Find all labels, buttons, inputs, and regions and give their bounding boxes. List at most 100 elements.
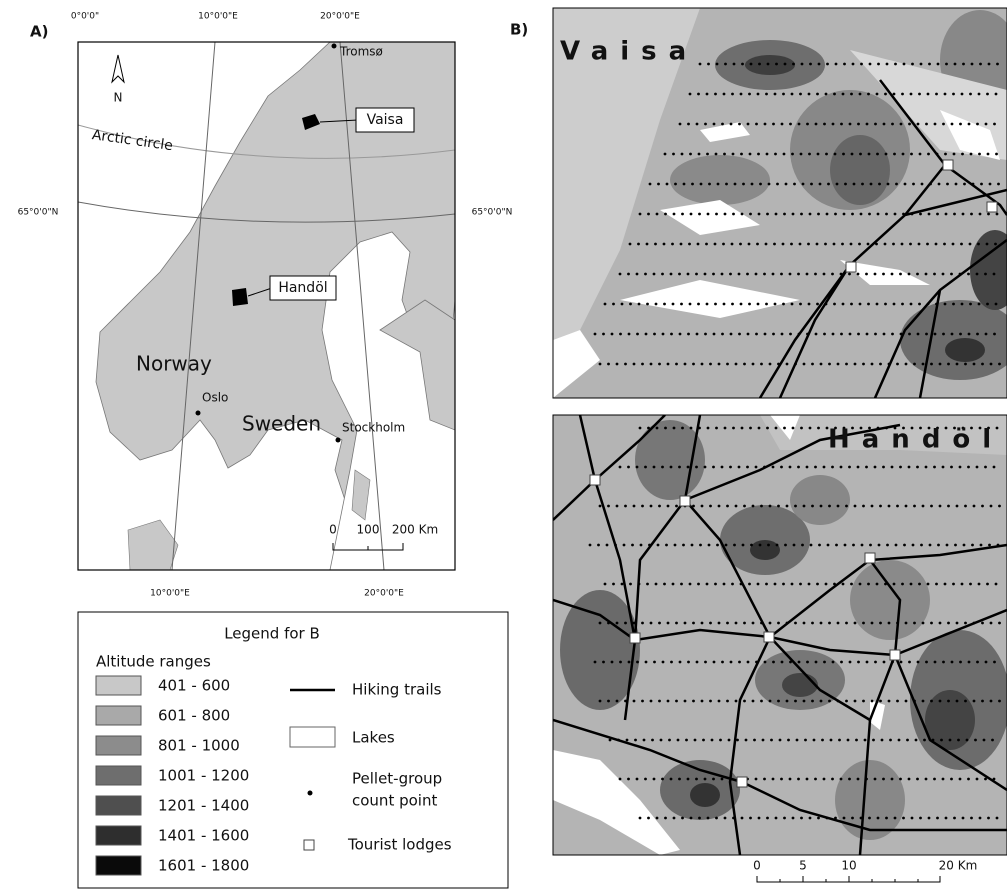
- count-point: [667, 622, 670, 625]
- count-point: [763, 273, 766, 276]
- count-point: [704, 466, 707, 469]
- handol-map: [553, 415, 1007, 855]
- count-point: [740, 303, 743, 306]
- count-point: [607, 700, 610, 703]
- count-point: [935, 93, 938, 96]
- count-point: [987, 153, 990, 156]
- count-point: [757, 153, 760, 156]
- count-point: [735, 363, 738, 366]
- count-point: [749, 213, 752, 216]
- count-point: [977, 243, 980, 246]
- count-point: [848, 273, 851, 276]
- count-point: [650, 622, 653, 625]
- count-point: [624, 505, 627, 508]
- count-point: [961, 583, 964, 586]
- count-point: [767, 63, 770, 66]
- count-point: [896, 505, 899, 508]
- relief: [790, 475, 850, 525]
- count-point: [865, 273, 868, 276]
- relief: [690, 783, 720, 807]
- count-point: [612, 583, 615, 586]
- count-point: [793, 183, 796, 186]
- count-point: [973, 622, 976, 625]
- count-point: [849, 661, 852, 664]
- count-point: [913, 363, 916, 366]
- count-point: [772, 123, 775, 126]
- count-point: [833, 303, 836, 306]
- count-point: [936, 817, 939, 820]
- count-point: [749, 153, 752, 156]
- scale-bar: [757, 876, 940, 882]
- count-point: [644, 273, 647, 276]
- count-point: [774, 583, 777, 586]
- count-point: [714, 303, 717, 306]
- count-point: [772, 333, 775, 336]
- count-point: [806, 273, 809, 276]
- count-point: [823, 123, 826, 126]
- count-point: [959, 661, 962, 664]
- count-point: [806, 466, 809, 469]
- count-point: [817, 213, 820, 216]
- count-point: [757, 583, 760, 586]
- count-point: [753, 739, 756, 742]
- count-point: [731, 243, 734, 246]
- count-point: [843, 817, 846, 820]
- count-point: [602, 333, 605, 336]
- count-point: [721, 661, 724, 664]
- count-point: [964, 505, 967, 508]
- count-point: [970, 817, 973, 820]
- count-point: [932, 739, 935, 742]
- panel-label: B): [510, 21, 528, 39]
- count-point: [698, 427, 701, 430]
- count-point: [986, 243, 989, 246]
- count-point: [785, 183, 788, 186]
- count-point: [774, 153, 777, 156]
- count-point: [740, 153, 743, 156]
- count-point: [959, 123, 962, 126]
- count-point: [670, 778, 673, 781]
- count-point: [843, 213, 846, 216]
- count-point: [760, 622, 763, 625]
- north-label: N: [114, 91, 123, 105]
- count-point: [942, 123, 945, 126]
- count-point: [769, 363, 772, 366]
- count-point: [869, 63, 872, 66]
- count-point: [980, 183, 983, 186]
- count-point: [912, 183, 915, 186]
- count-point: [840, 466, 843, 469]
- count-point: [747, 333, 750, 336]
- count-point: [837, 622, 840, 625]
- count-point: [806, 333, 809, 336]
- count-point: [653, 273, 656, 276]
- count-point: [639, 213, 642, 216]
- count-point: [621, 303, 624, 306]
- count-point: [991, 739, 994, 742]
- count-point: [845, 363, 848, 366]
- count-point: [767, 544, 770, 547]
- legend-label: 1401 - 1600: [158, 827, 249, 845]
- count-point: [687, 778, 690, 781]
- count-point: [878, 544, 881, 547]
- count-point: [797, 273, 800, 276]
- count-point: [648, 544, 651, 547]
- count-point: [695, 273, 698, 276]
- relief: [750, 540, 780, 560]
- count-point: [827, 544, 830, 547]
- figure: A) 0°0'0" 10°0'0"E 20°0'0"E 65°0'0"N 65°…: [0, 0, 1007, 892]
- count-point: [651, 739, 654, 742]
- count-point: [715, 213, 718, 216]
- count-point: [657, 183, 660, 186]
- count-point: [616, 622, 619, 625]
- count-point: [877, 63, 880, 66]
- count-point: [891, 778, 894, 781]
- count-point: [891, 273, 894, 276]
- count-point: [878, 183, 881, 186]
- count-point: [973, 700, 976, 703]
- count-point: [792, 427, 795, 430]
- count-point: [794, 622, 797, 625]
- count-point: [919, 153, 922, 156]
- lodge: [764, 632, 774, 642]
- lodge: [737, 777, 747, 787]
- count-point: [692, 505, 695, 508]
- count-point: [653, 661, 656, 664]
